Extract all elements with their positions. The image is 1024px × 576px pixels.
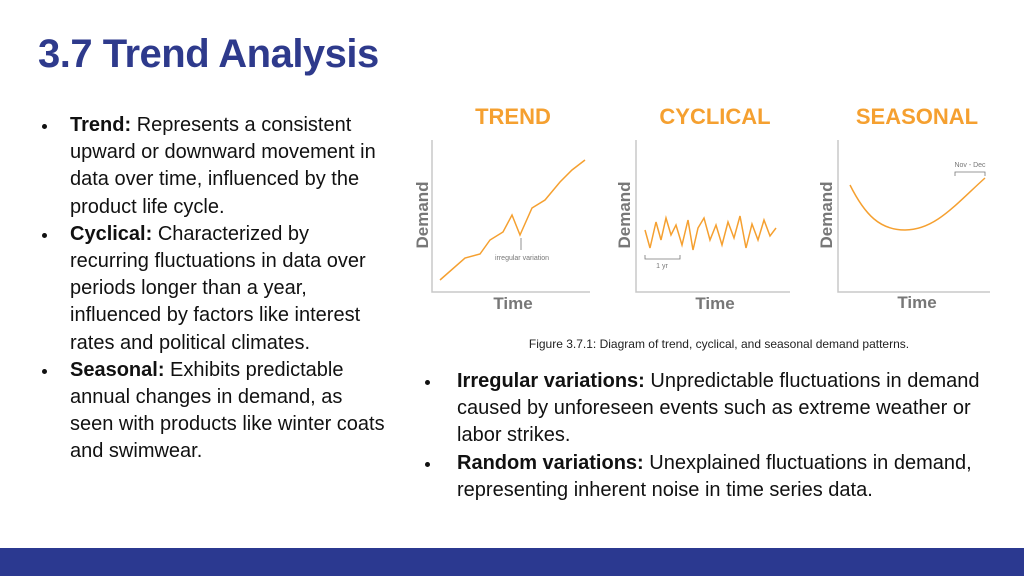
bullet-text: Characterized by recurring fluctuations … [70, 222, 366, 354]
bullet-term: Random variations: [457, 451, 644, 474]
cyclical-panel: CYCLICAL Demand Time 1 yr [615, 104, 790, 313]
right-bullets: Irregular variations: Unpredictable fluc… [423, 368, 983, 504]
bullet-term: Cyclical: [70, 222, 153, 245]
bullet-marker [425, 380, 430, 385]
seasonal-panel: SEASONAL Demand Time Nov - Dec [817, 104, 990, 312]
bullet-item: Seasonal: Exhibits predictable annual ch… [40, 357, 390, 466]
annotation: 1 yr [656, 263, 668, 270]
bullet-text: Unpredictable fluctuations in demand cau… [457, 370, 980, 447]
annotation-bracket [644, 255, 681, 260]
y-label: Demand [413, 181, 432, 248]
axes [635, 140, 790, 293]
slide-title: 3.7 Trend Analysis [38, 32, 379, 76]
annotation: Nov - Dec [954, 162, 986, 169]
cyclical-curve [644, 215, 777, 251]
bullet-text: Unexplained fluctuations in demand, repr… [457, 451, 972, 501]
x-label: Time [695, 294, 734, 313]
figure-caption: Figure 3.7.1: Diagram of trend, cyclical… [529, 337, 909, 351]
x-label: Time [493, 294, 532, 313]
trend-curve [439, 159, 586, 281]
axes [431, 140, 590, 293]
axes [837, 140, 990, 293]
y-label: Demand [817, 181, 836, 248]
figure: TREND Demand Time irregular variation CY… [413, 104, 990, 351]
bullet-marker [42, 368, 47, 374]
annotation: irregular variation [495, 255, 549, 262]
bullet-marker [42, 124, 47, 129]
bullet-term: Seasonal: [70, 358, 165, 381]
bullet-marker [42, 232, 47, 238]
bullet-item: Irregular variations: Unpredictable fluc… [423, 368, 983, 450]
bullet-item: Cyclical: Characterized by recurring flu… [40, 221, 390, 357]
left-bullets: Trend: Represents a consistent upward or… [40, 112, 390, 466]
bullet-term: Irregular variations: [457, 370, 645, 392]
panel-title: TREND [475, 104, 551, 129]
footer-bar [0, 548, 1024, 576]
panel-title: SEASONAL [856, 104, 978, 129]
panel-title: CYCLICAL [659, 104, 770, 129]
trend-panel: TREND Demand Time irregular variation [413, 104, 590, 313]
y-label: Demand [615, 181, 634, 248]
bullet-text: Represents a consistent upward or downwa… [70, 114, 376, 218]
bullet-text: Exhibits predictable annual changes in d… [70, 358, 385, 463]
bullet-term: Trend: [70, 114, 132, 136]
bullet-item: Random variations: Unexplained fluctuati… [423, 450, 983, 504]
bullet-item: Trend: Represents a consistent upward or… [40, 112, 390, 221]
bullet-marker [425, 461, 430, 467]
x-label: Time [897, 293, 936, 312]
seasonal-curve [849, 177, 986, 231]
annotation-bracket [954, 171, 986, 176]
